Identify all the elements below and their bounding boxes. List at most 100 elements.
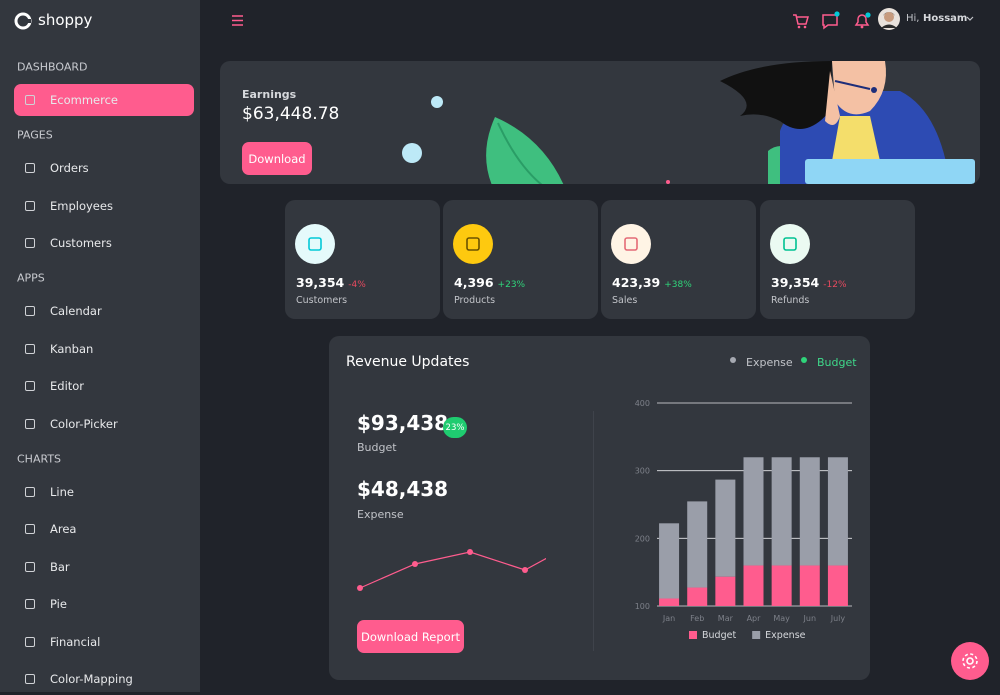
- bar-segment: [827, 565, 848, 606]
- nav-icon: [25, 381, 35, 391]
- legend-label: Expense: [765, 630, 805, 641]
- section-title: CHARTS: [17, 452, 62, 465]
- bar-segment: [771, 457, 792, 566]
- download-report-button[interactable]: Download Report: [357, 620, 464, 653]
- nav-item[interactable]: Employees: [14, 190, 194, 222]
- sparkline-marker: [467, 549, 473, 555]
- menu-button[interactable]: [230, 13, 246, 29]
- nav-icon: [25, 343, 35, 354]
- legend-swatch: [689, 631, 697, 639]
- sparkline-marker: [522, 567, 528, 573]
- nav-item[interactable]: Customers: [14, 227, 194, 259]
- chevron[interactable]: [965, 15, 975, 23]
- download-button[interactable]: Download: [242, 142, 312, 175]
- nav-icon: [25, 238, 35, 248]
- stat-value: 39,354 -12%: [771, 275, 847, 290]
- stat-icon: [295, 224, 335, 264]
- nav-item[interactable]: Calendar: [14, 295, 194, 327]
- stat-label: Refunds: [771, 295, 810, 306]
- nav-item[interactable]: Orders: [14, 152, 194, 184]
- revenue-chart: 100 200 300 400 Jan Feb Mar Apr May Jun July Budget…: [635, 399, 852, 641]
- nav-item[interactable]: Area: [14, 513, 194, 545]
- bar-segment: [687, 587, 708, 606]
- nav-item[interactable]: Kanban: [14, 333, 194, 365]
- header-icons[interactable]: [790, 10, 880, 32]
- stat-label: Sales: [612, 295, 638, 306]
- nav-item[interactable]: Editor: [14, 370, 194, 402]
- x-tick-label: Mar: [718, 614, 734, 623]
- stat-number: 39,354: [771, 275, 820, 290]
- nav-label: Calendar: [50, 304, 102, 318]
- sidebar: shoppy DASHBOARD Ecommerce PAGES Orders Empl…: [0, 0, 200, 692]
- stat-number: 39,354: [296, 275, 345, 290]
- avatar[interactable]: [878, 8, 900, 30]
- nav-item[interactable]: Ecommerce: [14, 84, 194, 116]
- nav-icon: [25, 200, 35, 211]
- stat-change: -12%: [823, 280, 847, 290]
- brand: shoppy: [38, 11, 93, 29]
- stat-value: 423,39 +38%: [612, 275, 692, 290]
- budget-amount: $93,438: [357, 411, 449, 435]
- nav-label: Orders: [50, 161, 89, 175]
- bar-segment: [799, 457, 820, 566]
- bar-segment: [659, 523, 680, 599]
- legend-dot: [801, 357, 807, 363]
- y-tick-label: 300: [635, 467, 650, 476]
- stat-label: Products: [454, 295, 496, 306]
- stat-card: 39,354 -12% Refunds: [760, 200, 915, 319]
- legend-dot: [730, 357, 736, 363]
- stat-value: 39,354 -4%: [296, 275, 366, 290]
- stat-icon: [770, 224, 810, 264]
- stat-glyph: [466, 237, 480, 251]
- divider: [593, 411, 594, 651]
- y-tick-label: 100: [635, 602, 650, 611]
- nav-icon: [25, 306, 35, 316]
- stat-number: 4,396: [454, 275, 494, 290]
- bar-segment: [715, 479, 736, 577]
- legend-label: Expense: [746, 356, 793, 369]
- sparkline-line: [359, 551, 546, 589]
- nav-label: Color-Picker: [50, 416, 118, 431]
- nav-label: Bar: [50, 559, 70, 574]
- stat-card: 39,354 -4% Customers: [285, 200, 440, 319]
- glyph: [783, 237, 797, 251]
- nav-item[interactable]: Line: [14, 476, 194, 508]
- greeting: Hi,: [906, 13, 920, 24]
- nav-icon: [25, 524, 35, 534]
- nav-label: Area: [50, 522, 77, 536]
- glyph: [466, 237, 480, 251]
- budget-label: Budget: [357, 441, 397, 454]
- y-tick-label: 200: [635, 534, 650, 543]
- earnings-card: Earnings $63,448.78 Download: [220, 61, 980, 184]
- glyph: [624, 237, 638, 251]
- revenue-title: Revenue Updates: [346, 354, 470, 370]
- illustration: [402, 61, 975, 184]
- bar-segment: [799, 565, 820, 606]
- nav-label: Employees: [50, 198, 113, 213]
- bar-segment: [715, 576, 736, 606]
- nav-label: Pie: [50, 597, 67, 611]
- expense-amount: $48,438: [357, 477, 449, 501]
- x-tick-label: Feb: [690, 614, 704, 623]
- stat-value: 4,396 +23%: [454, 275, 525, 290]
- nav-item[interactable]: Financial: [14, 626, 194, 658]
- nav-item[interactable]: Color-Mapping: [14, 663, 194, 695]
- nav-label: Editor: [50, 379, 85, 393]
- settings-button[interactable]: [951, 642, 989, 680]
- bar-segment: [771, 565, 792, 606]
- bar-segment: [827, 457, 848, 566]
- section-title: DASHBOARD: [17, 60, 88, 74]
- nav-item[interactable]: Bar: [14, 551, 194, 583]
- nav-icon: [25, 418, 35, 429]
- nav-item[interactable]: Pie: [14, 588, 194, 620]
- glyph: [308, 237, 322, 251]
- x-tick-label: May: [773, 614, 790, 623]
- bar-segment: [687, 501, 708, 588]
- nav-label: Color-Mapping: [50, 672, 133, 686]
- nav-icon: [25, 636, 35, 647]
- y-tick-label: 400: [635, 399, 650, 408]
- nav-icon: [25, 674, 35, 684]
- stat-glyph: [624, 237, 638, 251]
- nav-item[interactable]: Color-Picker: [14, 408, 194, 440]
